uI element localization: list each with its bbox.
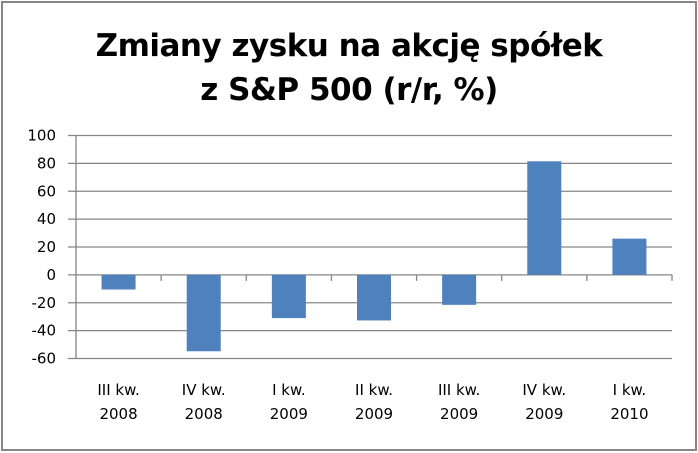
bar: [357, 274, 391, 321]
y-tick-label: 40: [37, 210, 56, 228]
x-tick-label: I kw.: [272, 381, 306, 399]
x-tick-label: 2008: [185, 405, 223, 423]
x-tick-label: IV kw.: [522, 381, 566, 399]
y-tick-label: 0: [46, 266, 56, 284]
bar: [527, 161, 562, 275]
y-tick-label: 80: [37, 154, 56, 172]
x-tick-label: 2010: [610, 405, 648, 423]
bars: [101, 161, 647, 352]
y-tick-label: 20: [37, 238, 56, 256]
y-tick-label: -20: [32, 294, 57, 312]
bar: [101, 274, 136, 290]
x-tick-label: 2009: [525, 405, 563, 423]
chart-title-line-2: z S&P 500 (r/r, %): [200, 72, 498, 108]
x-tick-label: 2009: [270, 405, 308, 423]
y-tick-label: 100: [27, 127, 56, 145]
x-tick-label: I kw.: [613, 381, 647, 399]
y-tick-label: -60: [32, 350, 57, 368]
bar: [442, 274, 477, 305]
gridlines: [68, 134, 672, 360]
x-tick-label: III kw.: [438, 381, 480, 399]
bar: [271, 274, 306, 319]
chart-title-line-1: Zmiany zysku na akcję spółek: [95, 28, 603, 64]
x-tick-label: 2009: [440, 405, 478, 423]
y-tick-label: -40: [32, 322, 57, 340]
y-tick-label: 60: [37, 182, 56, 200]
x-tick-label: 2008: [99, 405, 137, 423]
x-axis-ticks: III kw. 2008 IV kw. 2008 I kw. 2009 II kw. 2009…: [97, 381, 648, 423]
x-tick-label: II kw.: [355, 381, 393, 399]
x-tick-label: IV kw.: [182, 381, 226, 399]
x-tick-label: III kw.: [97, 381, 139, 399]
bar: [612, 238, 647, 275]
axes: [75, 135, 673, 359]
bar: [186, 274, 221, 352]
y-axis-ticks: 100 80 60 40 20 0 -20 -40 -60: [27, 127, 56, 368]
x-tick-label: 2009: [355, 405, 393, 423]
